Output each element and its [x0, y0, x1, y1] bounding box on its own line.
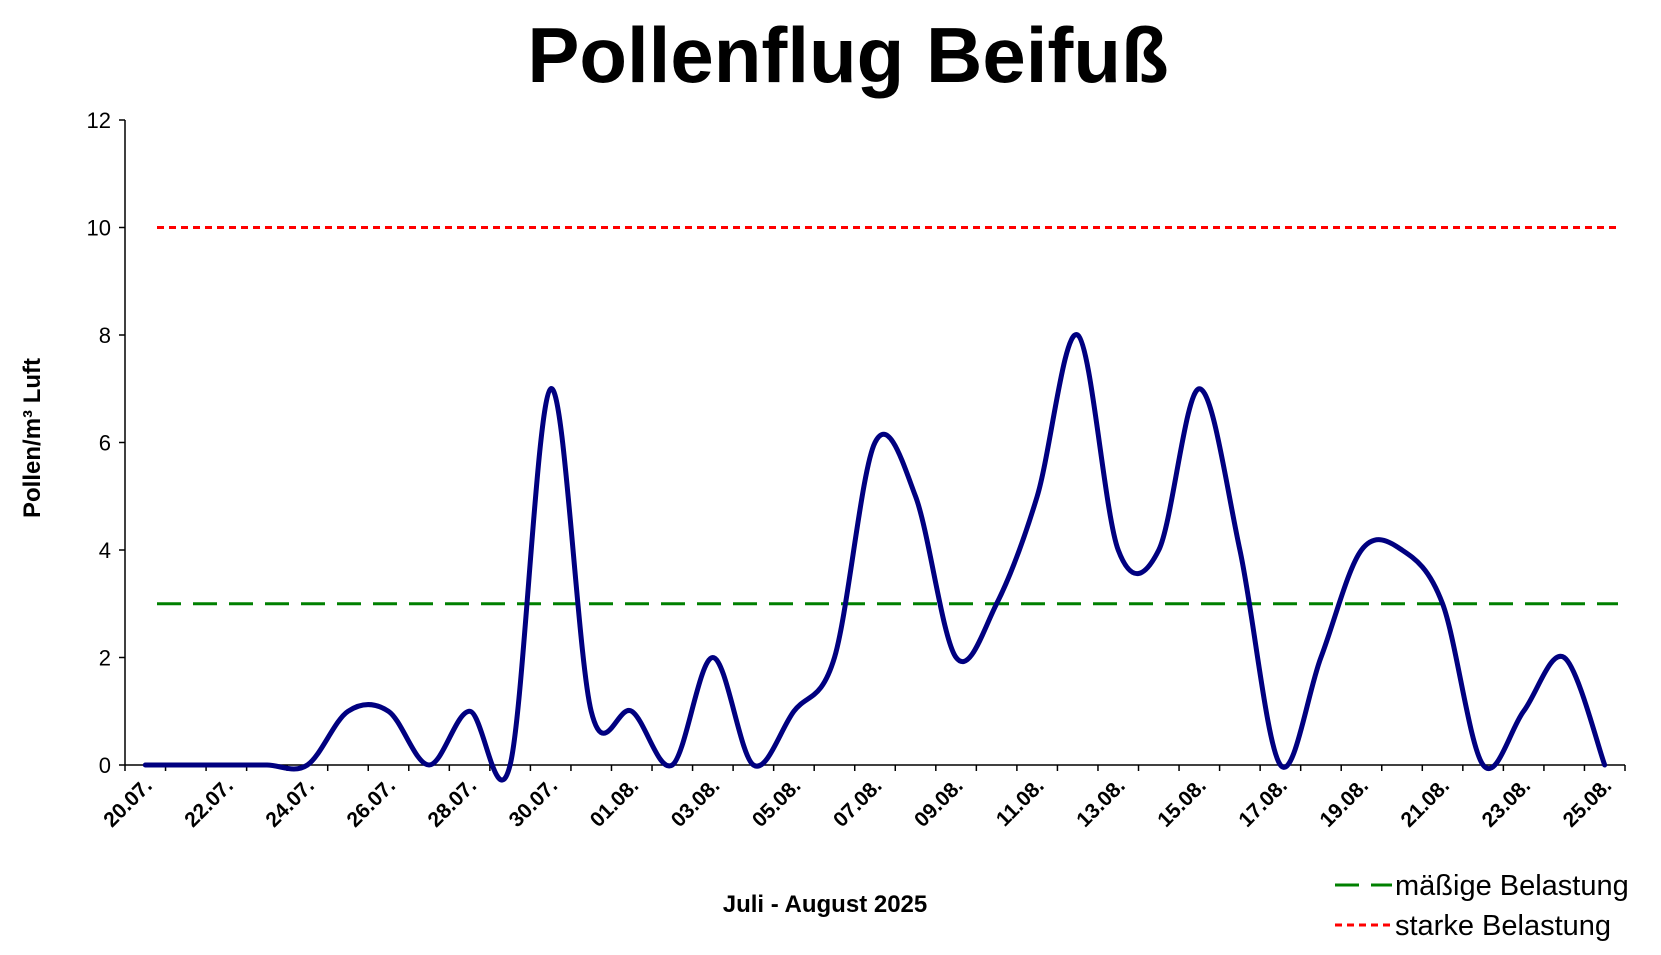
data-point-12.08.: [1075, 333, 1080, 338]
data-point-04.08.: [751, 763, 756, 768]
plot-area: 0 2 4 6 8 10 12 20.07. 22.07. 24.07. 26.07. 28.07. 3…: [87, 108, 1626, 832]
x-tick-label-10: 09.08.: [910, 774, 968, 832]
data-point-27.07.: [427, 763, 432, 768]
x-tick-label-17: 23.08.: [1478, 774, 1536, 832]
data-point-25.07.: [345, 709, 350, 714]
data-point-18.08.: [1318, 655, 1323, 660]
x-tick-label-12: 13.08.: [1072, 774, 1130, 832]
x-tick-label-7: 03.08.: [667, 774, 725, 832]
x-tick-label-3: 26.07.: [342, 774, 400, 832]
x-tick-label-8: 05.08.: [748, 774, 806, 832]
x-tick-label-16: 21.08.: [1397, 774, 1455, 832]
y-tick-label-2: 4: [99, 538, 111, 563]
x-tick-label-11: 11.08.: [992, 774, 1049, 831]
data-point-03.08.: [710, 655, 715, 660]
x-axis-label: Juli - August 2025: [723, 891, 928, 918]
data-point-19.08.: [1359, 548, 1364, 553]
series-line-0: [142, 332, 1608, 783]
data-point-23.08.: [1521, 709, 1526, 714]
x-tick-label-1: 22.07.: [180, 774, 238, 832]
y-tick-label-5: 10: [87, 216, 111, 241]
x-tick-label-5: 30.07.: [505, 774, 563, 832]
x-tick-label-18: 25.08.: [1559, 774, 1617, 832]
data-point-07.08.: [873, 440, 878, 445]
data-point-22.08.: [1481, 763, 1486, 768]
y-tick-label-0: 0: [99, 753, 111, 778]
data-point-08.08.: [913, 494, 918, 499]
x-tick-label-14: 17.08.: [1234, 774, 1292, 832]
data-point-25.08.: [1602, 763, 1607, 768]
x-tick-label-2: 24.07.: [261, 774, 319, 832]
data-point-01.08.: [629, 709, 634, 714]
data-point-09.08.: [954, 655, 959, 660]
data-point-24.08.: [1562, 655, 1567, 660]
data-point-16.08.: [1237, 548, 1242, 553]
y-tick-label-6: 12: [87, 108, 111, 133]
data-point-24.07.: [305, 763, 310, 768]
data-point-13.08.: [1116, 548, 1121, 553]
data-point-23.07.: [264, 763, 269, 768]
data-point-22.07.: [224, 763, 229, 768]
data-point-15.08.: [1197, 386, 1202, 391]
chart-title: Pollenflug Beifuß: [527, 11, 1168, 99]
legend-label-moderate: mäßige Belastung: [1395, 870, 1629, 902]
x-tick-label-15: 19.08.: [1315, 774, 1373, 832]
x-tick-label-13: 15.08.: [1153, 774, 1211, 832]
data-point-14.08.: [1156, 548, 1161, 553]
data-point-31.07.: [589, 709, 594, 714]
y-axis-label: Pollen/m³ Luft: [19, 358, 46, 518]
x-tick-label-6: 01.08.: [586, 774, 644, 832]
y-tick-label-3: 6: [99, 431, 111, 456]
x-tick-label-0: 20.07.: [99, 774, 157, 832]
data-point-28.07.: [467, 709, 472, 714]
data-point-20.07.: [143, 763, 148, 768]
data-point-06.08.: [832, 655, 837, 660]
data-point-30.07.: [548, 386, 553, 391]
x-tick-label-9: 07.08.: [829, 774, 887, 832]
legend-label-strong: starke Belastung: [1395, 910, 1611, 942]
data-point-21.08.: [1440, 601, 1445, 606]
data-point-02.08.: [670, 763, 675, 768]
data-point-20.08.: [1400, 548, 1405, 553]
legend: mäßige Belastung starke Belastung: [1335, 870, 1629, 942]
data-point-26.07.: [386, 709, 391, 714]
data-point-11.08.: [1035, 494, 1040, 499]
data-point-21.07.: [183, 763, 188, 768]
data-point-10.08.: [994, 601, 999, 606]
data-point-17.08.: [1278, 763, 1283, 768]
x-tick-label-4: 28.07.: [424, 774, 482, 832]
data-point-29.07.: [508, 763, 513, 768]
y-tick-label-1: 2: [99, 646, 111, 671]
y-tick-label-4: 8: [99, 323, 111, 348]
data-point-05.08.: [791, 709, 796, 714]
